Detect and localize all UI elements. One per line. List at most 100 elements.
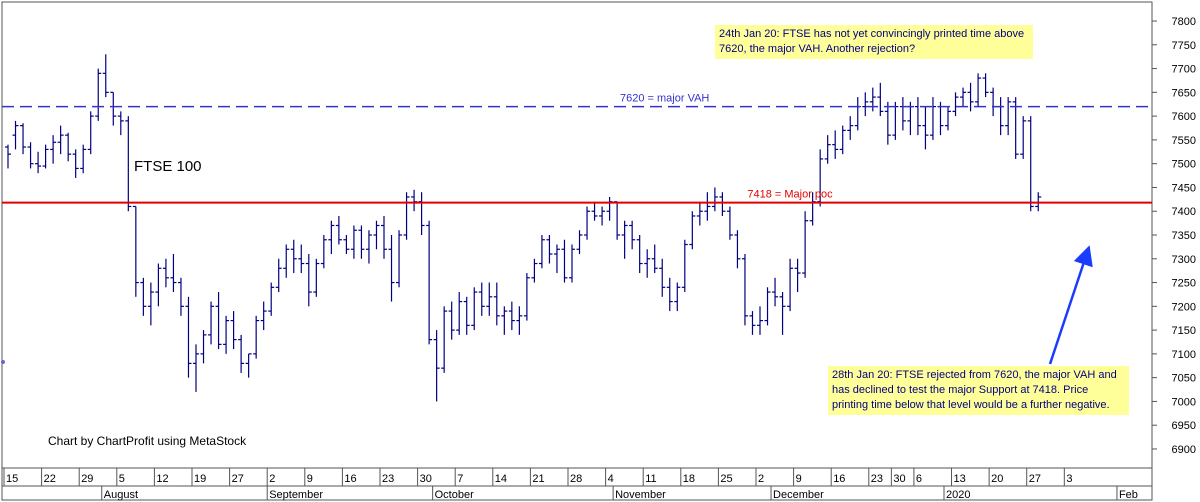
price-bar <box>599 206 606 226</box>
y-tick-label: 6950 <box>1172 420 1196 432</box>
x-tick-label: 13 <box>954 473 966 485</box>
price-bar <box>320 235 327 269</box>
price-bar <box>741 254 748 326</box>
price-bar <box>208 301 215 345</box>
price-bar <box>193 344 199 392</box>
price-bar <box>681 239 688 293</box>
price-bar <box>471 287 478 331</box>
x-tick-label: 28 <box>570 473 582 485</box>
poc-label: 7418 = Major poc <box>747 189 833 201</box>
price-bar <box>5 144 11 169</box>
x-tick-label: 12 <box>156 473 168 485</box>
month-label: August <box>104 489 138 501</box>
price-bar <box>185 296 192 378</box>
price-bar <box>982 73 989 98</box>
y-tick-label: 7100 <box>1172 349 1196 361</box>
price-bar <box>584 206 591 240</box>
y-tick-label: 7250 <box>1172 278 1196 290</box>
price-bar <box>523 273 530 321</box>
x-tick-label: 19 <box>194 473 206 485</box>
x-tick-label: 27 <box>1029 473 1041 485</box>
x-tick-label: 5 <box>119 473 125 485</box>
arrow-line <box>1048 245 1093 365</box>
price-bar <box>621 220 628 259</box>
price-bar <box>418 192 425 235</box>
price-bar <box>35 151 42 174</box>
price-bar <box>824 135 831 164</box>
x-tick-label: 6 <box>916 473 922 485</box>
price-bar <box>65 132 72 162</box>
price-bar <box>516 306 523 335</box>
price-bar <box>696 201 703 226</box>
price-bar <box>335 215 342 245</box>
price-bar <box>42 144 49 169</box>
price-bar <box>892 101 899 140</box>
price-bar <box>651 244 658 274</box>
price-bar <box>87 111 94 155</box>
x-tick-label: 20 <box>991 473 1003 485</box>
price-bar <box>373 220 380 250</box>
price-bar <box>230 311 237 350</box>
y-tick-label: 7050 <box>1172 373 1196 385</box>
price-bar <box>960 87 967 107</box>
price-bar <box>975 73 982 107</box>
price-bar <box>952 92 959 117</box>
price-bar <box>832 130 839 159</box>
left-edge-marker <box>1 360 5 364</box>
price-bar <box>441 306 448 373</box>
price-bar <box>869 87 876 112</box>
price-bar <box>749 311 756 335</box>
price-bar <box>72 149 79 178</box>
y-tick-label: 7500 <box>1172 159 1196 171</box>
y-tick-label: 7150 <box>1172 325 1196 337</box>
price-bars <box>5 54 1042 402</box>
month-label: 2020 <box>946 489 970 501</box>
annotation-arrow <box>1048 245 1093 365</box>
price-bar <box>1012 97 1019 159</box>
price-bar <box>27 142 34 169</box>
price-bar <box>922 106 929 150</box>
price-bar <box>147 282 154 326</box>
price-bar <box>313 258 320 297</box>
month-label: October <box>435 489 474 501</box>
price-bar <box>463 296 470 335</box>
price-bar <box>945 106 951 131</box>
price-bar <box>478 282 485 316</box>
price-bar <box>283 244 290 278</box>
y-tick-label: 7650 <box>1172 87 1196 99</box>
x-tick-label: 27 <box>232 473 244 485</box>
price-bar <box>162 258 169 288</box>
price-bar <box>493 282 500 326</box>
price-bar <box>787 258 794 312</box>
price-bar <box>1027 116 1034 212</box>
x-tick-label: 16 <box>833 473 845 485</box>
y-tick-label: 7400 <box>1172 206 1196 218</box>
y-axis-ticks: 6900 6950 7000 7050 7100 7150 7200 7250 7300 7350… <box>1152 16 1196 456</box>
x-tick-label: 23 <box>871 473 883 485</box>
price-bar <box>426 220 433 345</box>
x-tick-label: 14 <box>495 473 507 485</box>
price-bar <box>12 120 19 150</box>
price-bar <box>847 116 854 140</box>
y-tick-label: 7750 <box>1172 40 1196 52</box>
price-bar <box>538 235 545 269</box>
price-bar <box>862 92 869 117</box>
price-bar <box>779 292 786 335</box>
y-tick-label: 7800 <box>1172 16 1196 28</box>
price-bar <box>531 258 538 283</box>
price-bar <box>125 116 132 212</box>
x-tick-label: 4 <box>608 473 614 485</box>
price-bar <box>80 144 87 174</box>
price-bar <box>606 196 613 221</box>
level-lines: 7620 = major VAH 7418 = Major poc <box>2 93 1152 204</box>
price-bar <box>772 277 779 307</box>
price-bar <box>448 301 455 340</box>
y-tick-label: 7600 <box>1172 111 1196 123</box>
x-tick-label: 22 <box>44 473 56 485</box>
price-bar <box>350 225 357 259</box>
vah-label: 7620 = major VAH <box>620 93 709 105</box>
y-tick-label: 7300 <box>1172 254 1196 266</box>
price-bar <box>704 192 711 221</box>
price-bar <box>629 220 636 250</box>
price-bar <box>997 97 1004 136</box>
